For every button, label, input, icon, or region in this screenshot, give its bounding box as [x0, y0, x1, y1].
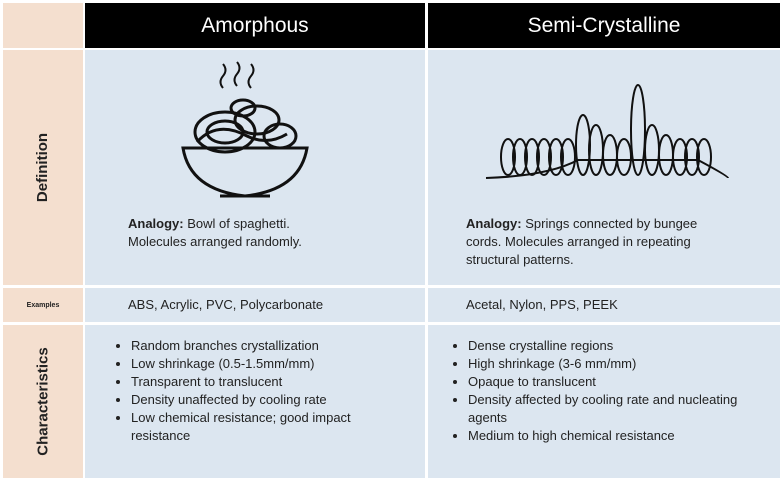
- coil: [684, 138, 700, 176]
- coil: [500, 138, 516, 176]
- coil: [512, 138, 528, 176]
- coil: [658, 134, 674, 176]
- definition-cell: Analogy: Springs connected by bungee cor…: [428, 50, 780, 285]
- characteristic: Dense crystalline regions: [468, 337, 748, 355]
- row-label: Definition: [34, 132, 52, 203]
- examples-text: ABS, Acrylic, PVC, Polycarbonate: [128, 297, 324, 312]
- analogy: Analogy: Springs connected by bungee cor…: [466, 215, 736, 269]
- column-header: Semi-Crystalline: [428, 3, 780, 48]
- coil: [536, 138, 552, 176]
- row-label: Characteristics: [34, 347, 52, 456]
- row-label-cell: Definition: [3, 50, 83, 285]
- analogy-text: Springs connected by bungee cords. Molec…: [466, 216, 698, 267]
- analogy: Analogy: Bowl of spaghetti. Molecules ar…: [128, 215, 328, 251]
- coil: [588, 124, 604, 176]
- characteristic: Low chemical resistance; good impact res…: [131, 409, 391, 445]
- row-label: Examples: [26, 301, 60, 309]
- examples-text: Acetal, Nylon, PPS, PEEK: [466, 297, 618, 312]
- coil: [644, 124, 660, 176]
- characteristic: Medium to high chemical resistance: [468, 427, 748, 445]
- characteristics-list: Random branches crystallizationLow shrin…: [113, 337, 391, 445]
- characteristic: Random branches crystallization: [131, 337, 391, 355]
- row-label-cell: Characteristics: [3, 325, 83, 478]
- definition-cell: Analogy: Bowl of spaghetti. Molecules ar…: [85, 50, 425, 285]
- coil: [616, 138, 632, 176]
- examples-cell: Acetal, Nylon, PPS, PEEK: [428, 288, 780, 322]
- characteristics-cell: Dense crystalline regionsHigh shrinkage …: [428, 325, 780, 478]
- spaghetti-illustration: [181, 61, 309, 198]
- column-header: Amorphous: [85, 3, 425, 48]
- coil: [630, 84, 646, 176]
- coil: [548, 138, 564, 176]
- analogy-label: Analogy:: [466, 216, 522, 231]
- coil: [524, 138, 540, 176]
- coil: [696, 138, 712, 176]
- coil: [560, 138, 576, 176]
- characteristics-cell: Random branches crystallizationLow shrin…: [85, 325, 425, 478]
- characteristic: Density unaffected by cooling rate: [131, 391, 391, 409]
- characteristic: Opaque to translucent: [468, 373, 748, 391]
- corner: [3, 3, 83, 48]
- analogy-label: Analogy:: [128, 216, 184, 231]
- row-label-cell: Examples: [3, 288, 83, 322]
- coil: [672, 138, 688, 176]
- characteristic: High shrinkage (3-6 mm/mm): [468, 355, 748, 373]
- examples-cell: ABS, Acrylic, PVC, Polycarbonate: [85, 288, 425, 322]
- analogy-text: Bowl of spaghetti. Molecules arranged ra…: [128, 216, 302, 249]
- coil: [575, 114, 591, 176]
- characteristic: Transparent to translucent: [131, 373, 391, 391]
- springs-illustration: [485, 84, 729, 179]
- characteristic: Density affected by cooling rate and nuc…: [468, 391, 748, 427]
- characteristics-list: Dense crystalline regionsHigh shrinkage …: [450, 337, 748, 445]
- characteristic: Low shrinkage (0.5-1.5mm/mm): [131, 355, 391, 373]
- coil: [602, 134, 618, 176]
